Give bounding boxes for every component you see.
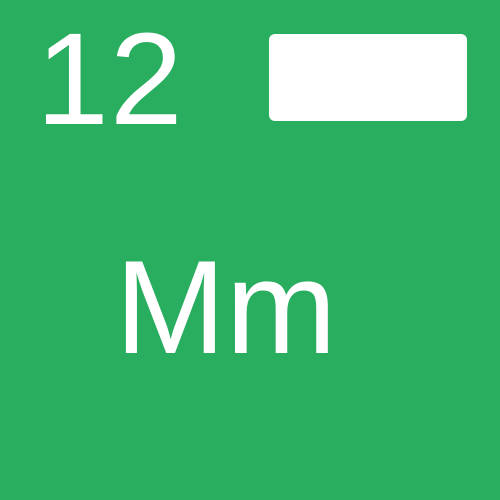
card-number: 12 xyxy=(36,5,184,152)
white-label-bar xyxy=(269,34,467,121)
card-letters: Mm xyxy=(115,234,337,382)
